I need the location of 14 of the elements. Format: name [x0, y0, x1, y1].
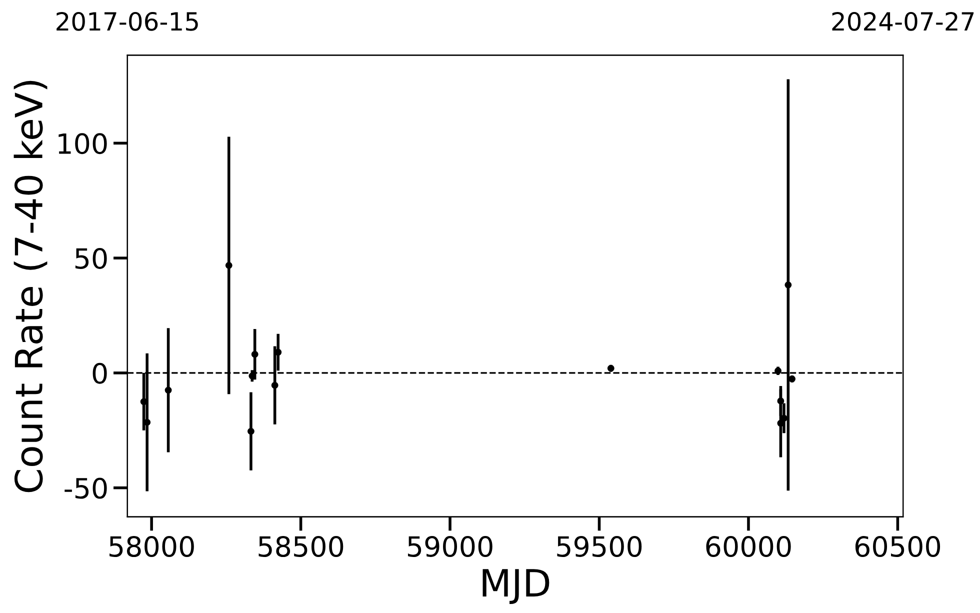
x-tick-label: 58000 [110, 536, 194, 558]
x-tick-label: 60000 [706, 536, 791, 558]
x-tick-label: 58500 [258, 536, 344, 558]
x-tick-label: 59500 [557, 536, 642, 558]
x-tick-label: 60500 [855, 536, 940, 558]
x-axis-title: MJD [482, 569, 550, 604]
y-tick-label: 100 [58, 133, 107, 154]
y-tick-label: -50 [64, 478, 107, 499]
x-tick-label: 59000 [408, 536, 492, 558]
x2-tick-label: 2024-07-27 [832, 12, 974, 31]
x2-tick-label: 2017-06-15 [56, 12, 198, 31]
y-tick-label: 50 [75, 248, 107, 269]
y-axis-title: Count Rate (7-40 keV) [14, 80, 48, 492]
y-tick-label: 0 [92, 362, 107, 384]
